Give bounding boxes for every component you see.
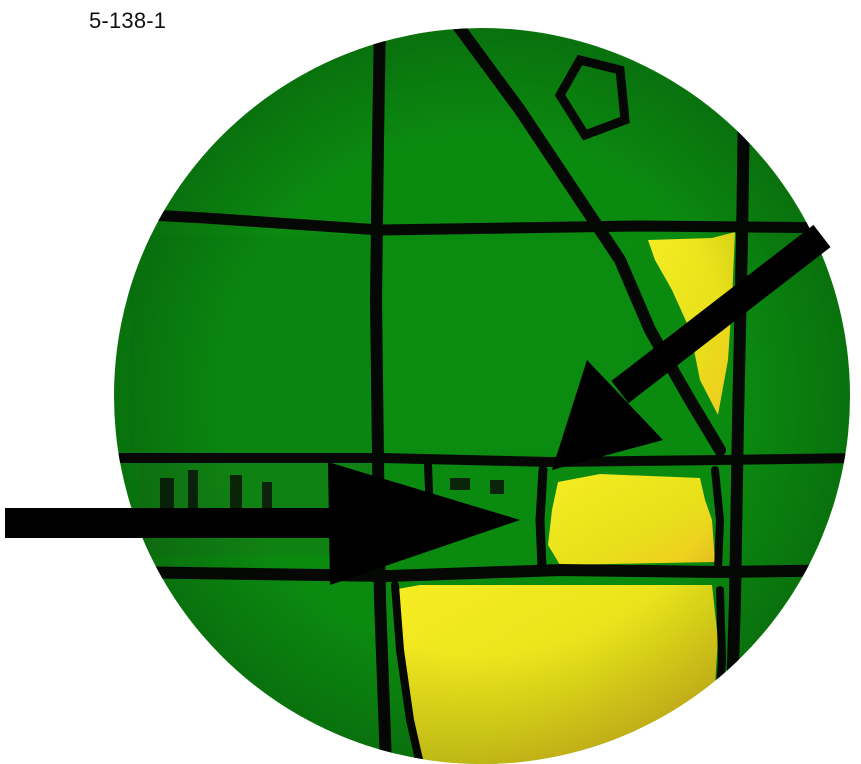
arrow-head <box>328 462 520 585</box>
arrow-pointer-diagonal <box>552 224 831 470</box>
arrow-shaft <box>611 224 831 404</box>
map-label: 5-138-1 <box>89 8 167 33</box>
magnifier-lens <box>114 28 850 764</box>
lens-shading <box>114 28 850 764</box>
arrow-pointer-horizontal <box>5 462 520 585</box>
arrow-head <box>552 360 663 470</box>
arrow-shaft <box>5 508 350 538</box>
